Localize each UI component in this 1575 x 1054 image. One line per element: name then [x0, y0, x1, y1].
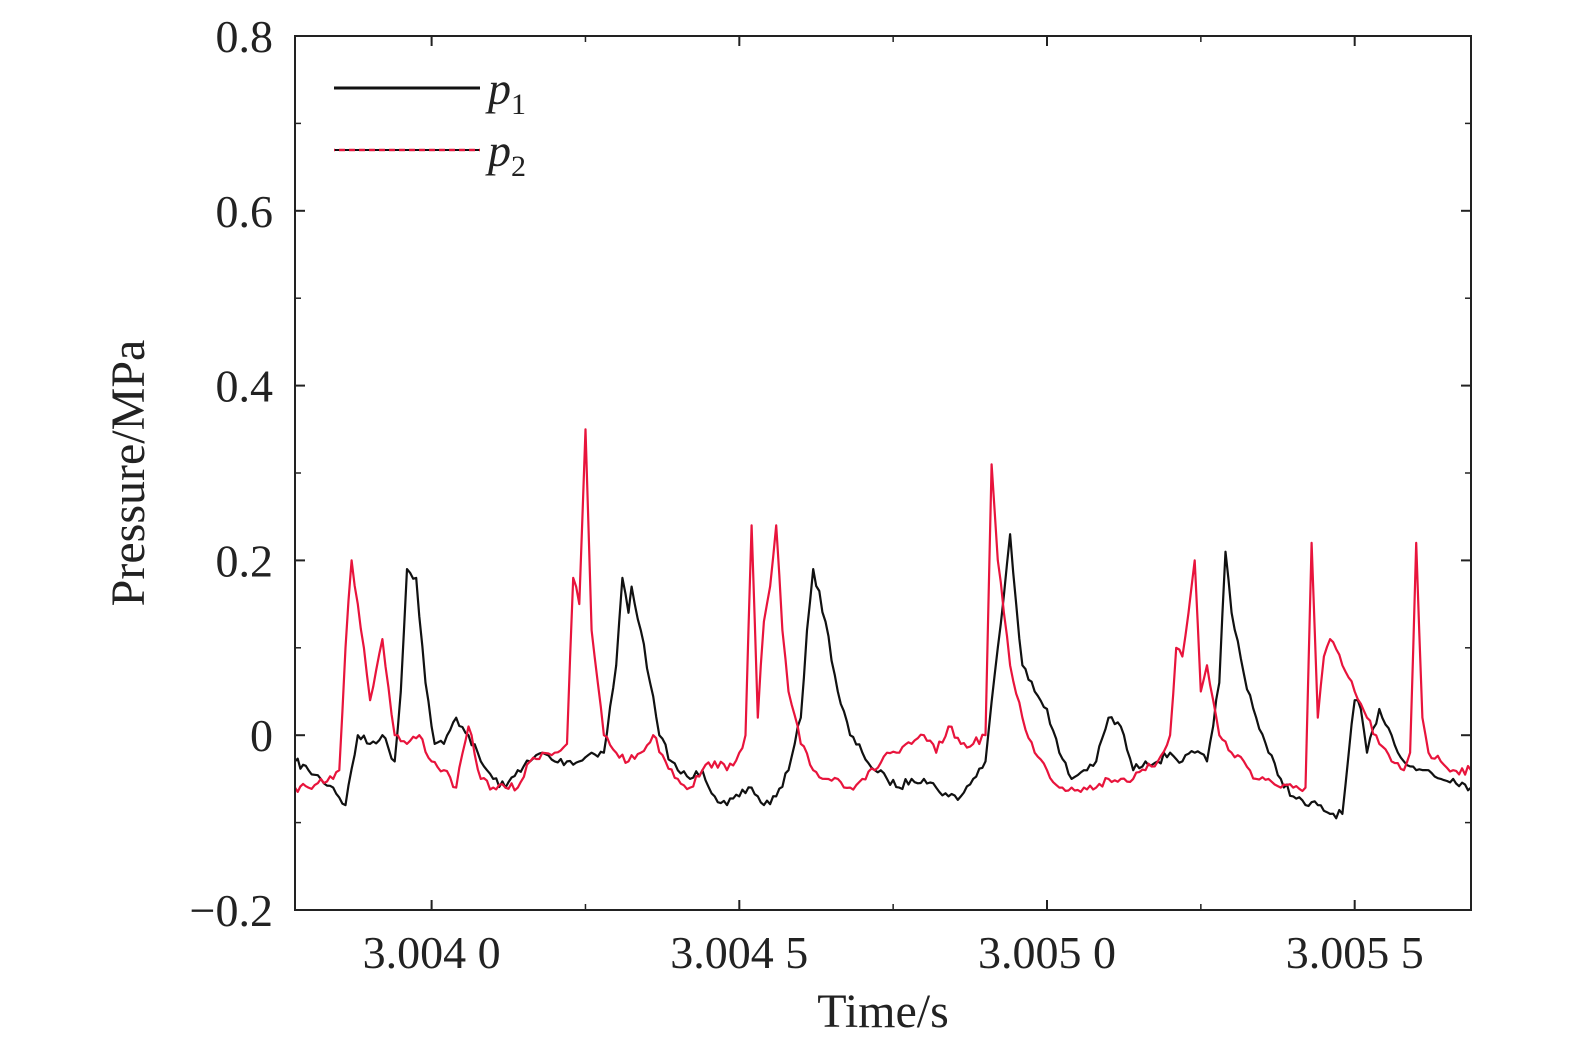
x-tick-label: 3.005 0 — [978, 927, 1116, 978]
x-axis-title: Time/s — [817, 985, 949, 1038]
x-tick-label: 3.004 5 — [670, 927, 808, 978]
legend-label-p2-sub: 2 — [511, 150, 526, 183]
legend-label-p1-base: p — [485, 63, 511, 114]
series-line-p2 — [294, 428, 1472, 793]
series-layer — [294, 428, 1472, 820]
y-tick-label: 0.8 — [216, 11, 274, 62]
y-tick-label: 0.6 — [216, 186, 274, 237]
x-tick-labels: 3.004 0 3.004 5 3.005 0 3.005 5 — [363, 927, 1424, 978]
y-tick-label: 0 — [250, 710, 273, 761]
y-axis-title: Pressure/MPa — [102, 340, 155, 607]
y-tick-labels: 0.8 0.6 0.4 0.2 0 −0.2 — [190, 11, 273, 936]
x-tick-label: 3.005 5 — [1286, 927, 1424, 978]
legend-label-p1: p1 — [485, 63, 526, 121]
legend-label-p2-base: p — [485, 125, 511, 176]
legend-label-p2: p2 — [485, 125, 526, 183]
series-line-p1 — [294, 533, 1472, 820]
y-tick-label: 0.4 — [216, 361, 274, 412]
axis-ticks — [295, 35, 1471, 911]
legend-label-p1-sub: 1 — [511, 88, 526, 121]
plot-frame — [294, 35, 1472, 911]
legend: p1 p2 — [334, 63, 526, 183]
y-tick-label: −0.2 — [190, 885, 273, 936]
y-tick-label: 0.2 — [216, 535, 274, 586]
x-tick-label: 3.004 0 — [363, 927, 501, 978]
